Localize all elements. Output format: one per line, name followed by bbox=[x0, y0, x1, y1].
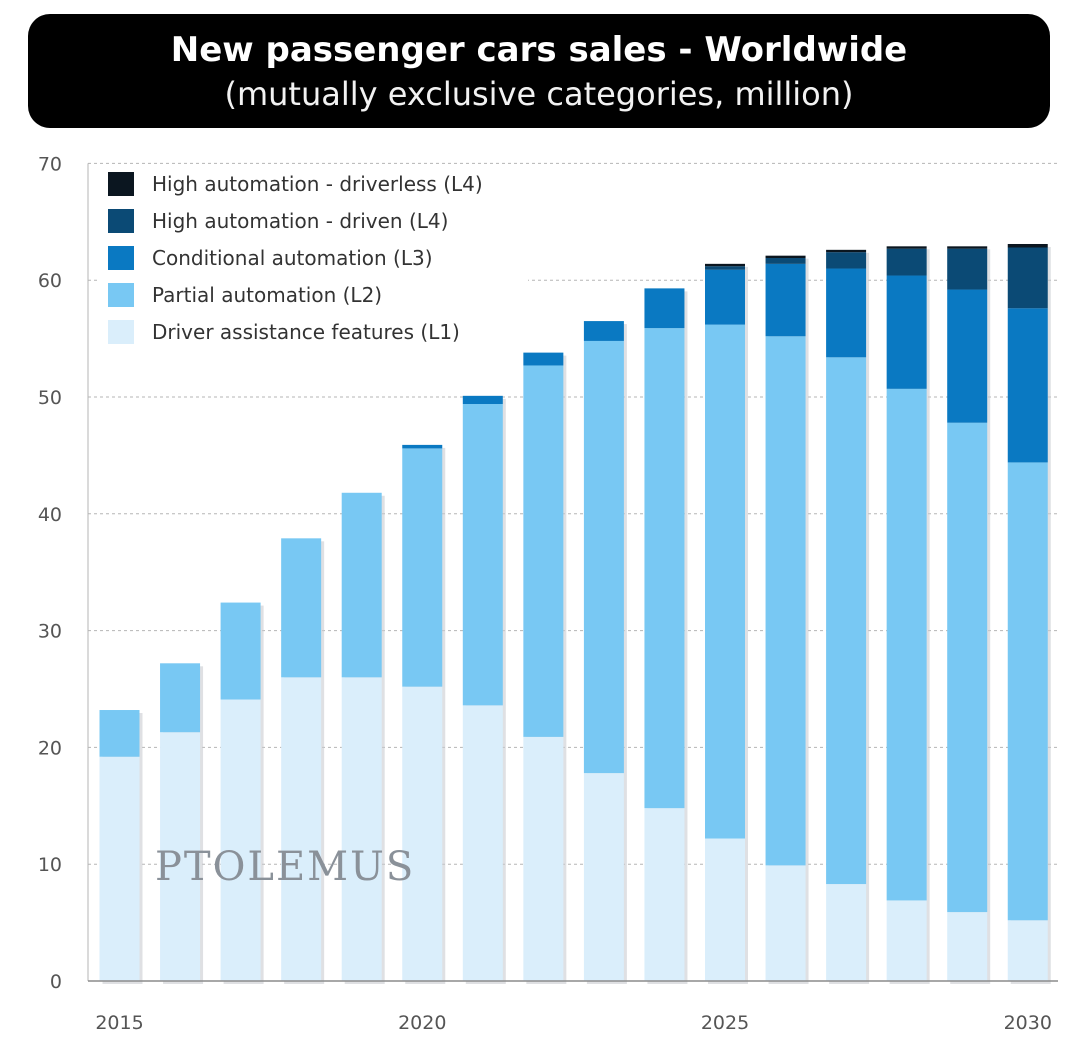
bar-segment bbox=[523, 736, 564, 981]
y-tick-label: 20 bbox=[38, 737, 62, 759]
bar-segment bbox=[705, 838, 745, 981]
bar-segment bbox=[220, 602, 261, 700]
bar-segment bbox=[160, 663, 201, 733]
bar-segment bbox=[462, 395, 503, 405]
bar-segment bbox=[886, 248, 927, 276]
y-tick-label: 60 bbox=[38, 270, 62, 292]
bar-segment bbox=[705, 324, 745, 839]
bar-segment bbox=[99, 756, 140, 981]
y-tick-label: 50 bbox=[38, 387, 62, 409]
chart-title-banner: New passenger cars sales - Worldwide (mu… bbox=[28, 14, 1050, 128]
bar-segment bbox=[1007, 920, 1048, 981]
bar-segment bbox=[220, 699, 261, 981]
bar-segment bbox=[583, 321, 624, 341]
bar-segment bbox=[281, 538, 322, 678]
bar-segment bbox=[947, 289, 988, 423]
bar-segment bbox=[765, 865, 806, 981]
bar-segment bbox=[705, 269, 745, 325]
legend-label: Driver assistance features (L1) bbox=[152, 320, 460, 344]
x-tick-label: 2015 bbox=[95, 1012, 143, 1034]
gridlines bbox=[87, 162, 1058, 981]
bar-segment bbox=[644, 288, 685, 329]
legend-swatch bbox=[108, 320, 134, 344]
bar-segment bbox=[947, 246, 988, 249]
bar-segment bbox=[886, 900, 927, 981]
bar-segment bbox=[523, 365, 564, 737]
bar-segment bbox=[583, 340, 624, 774]
bar-segment bbox=[644, 808, 685, 981]
chart-title: New passenger cars sales - Worldwide bbox=[170, 30, 908, 70]
bar-segment bbox=[705, 266, 745, 270]
bar-segment bbox=[644, 328, 685, 809]
bar-segment bbox=[765, 255, 806, 259]
bar-segment bbox=[462, 705, 503, 981]
bar-segment bbox=[947, 248, 988, 290]
bar-segment bbox=[886, 388, 927, 901]
legend-label: Partial automation (L2) bbox=[152, 283, 382, 307]
bar-segment bbox=[341, 492, 382, 678]
legend-swatch bbox=[108, 283, 134, 307]
legend: High automation - driverless (L4) High au… bbox=[98, 166, 528, 352]
legend-swatch bbox=[108, 246, 134, 270]
bar-segment bbox=[583, 773, 624, 981]
y-tick-label: 30 bbox=[38, 621, 62, 643]
bar-segment bbox=[826, 884, 867, 981]
x-tick-label: 2030 bbox=[1004, 1012, 1052, 1034]
legend-swatch bbox=[108, 172, 134, 196]
bar-segment bbox=[523, 352, 564, 366]
legend-label: High automation - driven (L4) bbox=[152, 209, 448, 233]
bar-segment bbox=[1007, 243, 1048, 248]
y-tick-label: 70 bbox=[38, 153, 62, 175]
bar-segment bbox=[1007, 462, 1048, 921]
x-tick-label: 2020 bbox=[398, 1012, 446, 1034]
bar-segment bbox=[826, 252, 867, 269]
bar-segment bbox=[1007, 247, 1048, 309]
y-tick-label: 40 bbox=[38, 504, 62, 526]
bar-segment bbox=[826, 268, 867, 358]
bar-segment bbox=[765, 336, 806, 866]
bar-segment bbox=[99, 710, 140, 757]
bar-segment bbox=[765, 258, 806, 264]
legend-swatch bbox=[108, 209, 134, 233]
bar-segment bbox=[947, 422, 988, 913]
bar-segment bbox=[341, 677, 382, 981]
bar-segment bbox=[826, 249, 867, 253]
bar-segment bbox=[462, 404, 503, 706]
bar-segment bbox=[402, 686, 443, 981]
bar-segment bbox=[826, 357, 867, 885]
bar-segment bbox=[402, 444, 443, 449]
x-tick-label: 2025 bbox=[701, 1012, 749, 1034]
legend-label: High automation - driverless (L4) bbox=[152, 172, 483, 196]
bar-segment bbox=[886, 275, 927, 389]
watermark-logo: PTOLEMUS bbox=[155, 844, 415, 890]
y-tick-label: 10 bbox=[38, 854, 62, 876]
y-tick-label: 0 bbox=[50, 971, 62, 993]
bar-segment bbox=[1007, 308, 1048, 463]
bar-segment bbox=[705, 263, 745, 267]
bars bbox=[99, 243, 1051, 985]
legend-background bbox=[98, 166, 528, 352]
bar-segment bbox=[160, 732, 201, 981]
chart-subtitle: (mutually exclusive categories, million) bbox=[224, 75, 854, 113]
bar-segment bbox=[402, 448, 443, 687]
bar-segment bbox=[947, 912, 988, 981]
legend-label: Conditional automation (L3) bbox=[152, 246, 433, 270]
bar-segment bbox=[765, 263, 806, 337]
bar-segment bbox=[281, 677, 322, 981]
bar-segment bbox=[886, 246, 927, 249]
